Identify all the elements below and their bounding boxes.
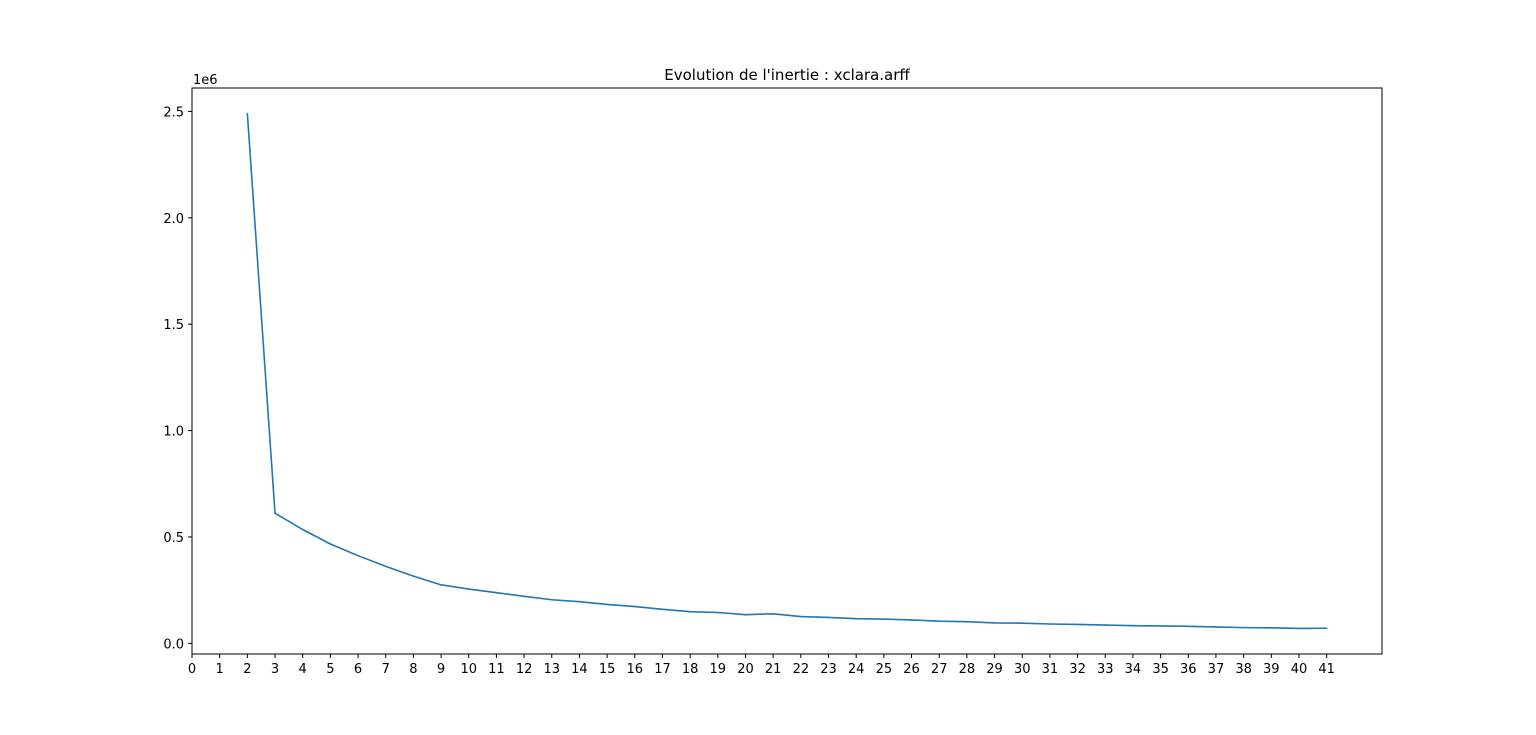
x-tick-label: 35 xyxy=(1152,662,1169,677)
x-tick-label: 15 xyxy=(599,662,616,677)
data-point xyxy=(467,588,470,590)
data-point xyxy=(384,565,387,568)
x-tick-label: 18 xyxy=(682,662,699,677)
x-tick-label: 25 xyxy=(876,662,893,677)
data-point xyxy=(578,600,581,603)
y-tick-label: 0.0 xyxy=(163,637,184,652)
x-tick-label: 26 xyxy=(903,662,920,677)
data-point xyxy=(633,605,636,608)
data-point xyxy=(1325,627,1328,630)
y-offset-label: 1e6 xyxy=(193,73,218,88)
data-point xyxy=(883,618,885,620)
data-point xyxy=(246,112,249,115)
x-tick-label: 6 xyxy=(354,662,362,677)
data-point xyxy=(744,613,747,616)
x-tick-label: 1 xyxy=(216,662,224,677)
data-point xyxy=(1076,623,1079,626)
data-point xyxy=(1242,626,1245,629)
y-tick-label: 0.5 xyxy=(163,531,184,546)
x-tick-label: 28 xyxy=(959,662,976,677)
data-point xyxy=(1187,625,1190,628)
data-point xyxy=(1270,627,1273,629)
x-tick-label: 16 xyxy=(627,662,644,677)
data-point xyxy=(440,584,442,586)
data-point xyxy=(938,620,941,623)
x-tick-label: 3 xyxy=(271,662,279,677)
x-tick-label: 33 xyxy=(1097,662,1114,677)
data-point xyxy=(495,591,498,594)
data-point xyxy=(1049,623,1051,625)
x-tick-label: 17 xyxy=(654,662,671,677)
data-point xyxy=(993,622,996,624)
data-point xyxy=(1104,624,1107,626)
y-tick-label: 1.5 xyxy=(163,318,184,333)
chart-title: Evolution de l'inertie : xclara.arff xyxy=(664,66,910,84)
x-tick-label: 39 xyxy=(1263,662,1280,677)
data-point xyxy=(412,575,415,577)
x-tick-label: 12 xyxy=(516,662,533,677)
data-point xyxy=(329,543,332,545)
x-tick-label: 8 xyxy=(409,662,417,677)
data-point xyxy=(772,612,774,615)
data-point xyxy=(606,603,608,606)
data-point xyxy=(717,611,719,614)
data-point xyxy=(550,598,553,601)
x-tick-label: 21 xyxy=(765,662,782,677)
data-point xyxy=(1159,625,1162,627)
inertia-series-line xyxy=(246,113,1327,630)
x-tick-label: 41 xyxy=(1318,662,1335,677)
data-point xyxy=(357,554,359,557)
data-point xyxy=(523,595,525,598)
x-tick-label: 2 xyxy=(243,662,251,677)
x-tick-label: 34 xyxy=(1125,662,1142,677)
data-point xyxy=(800,615,802,618)
x-tick-label: 22 xyxy=(793,662,810,677)
x-tick-label: 4 xyxy=(299,662,307,677)
x-tick-label: 37 xyxy=(1208,662,1225,677)
x-tick-label: 0 xyxy=(188,662,196,677)
y-tick-label: 2.0 xyxy=(163,212,184,227)
data-point xyxy=(827,616,830,619)
axes-frame xyxy=(191,87,1383,655)
y-tick-label: 2.5 xyxy=(163,105,184,120)
data-point xyxy=(910,619,913,621)
x-tick-label: 7 xyxy=(382,662,390,677)
data-point xyxy=(1298,627,1300,630)
x-tick-label: 14 xyxy=(571,662,588,677)
x-tick-label: 31 xyxy=(1042,662,1059,677)
x-tick-label: 38 xyxy=(1235,662,1252,677)
data-point xyxy=(1021,622,1024,624)
x-tick-label: 32 xyxy=(1069,662,1086,677)
x-tick-label: 24 xyxy=(848,662,865,677)
x-tick-label: 13 xyxy=(543,662,560,677)
plot-area: 0 1 2 3 4 5 6 7 8 9 10 11 12 13 14 15 16 17 18 19 20 21 22 23 24… xyxy=(163,105,1335,677)
x-tick-label: 27 xyxy=(931,662,948,677)
data-point xyxy=(301,528,304,531)
x-tick-label: 10 xyxy=(460,662,477,677)
x-tick-label: 40 xyxy=(1291,662,1308,677)
x-tick-label: 19 xyxy=(710,662,727,677)
x-tick-label: 36 xyxy=(1180,662,1197,677)
data-point xyxy=(855,617,857,620)
x-tick-label: 30 xyxy=(1014,662,1031,677)
data-point xyxy=(966,620,968,623)
x-tick-label: 20 xyxy=(737,662,754,677)
y-tick-label: 1.0 xyxy=(163,425,184,440)
data-point xyxy=(1132,624,1134,627)
x-tick-label: 23 xyxy=(820,662,837,677)
x-tick-label: 11 xyxy=(488,662,505,677)
x-tick-label: 9 xyxy=(437,662,445,677)
data-point xyxy=(1215,626,1217,628)
data-point xyxy=(689,610,691,613)
x-tick-label: 29 xyxy=(986,662,1003,677)
data-point xyxy=(274,512,276,514)
x-tick-label: 5 xyxy=(326,662,334,677)
data-point xyxy=(661,608,664,611)
